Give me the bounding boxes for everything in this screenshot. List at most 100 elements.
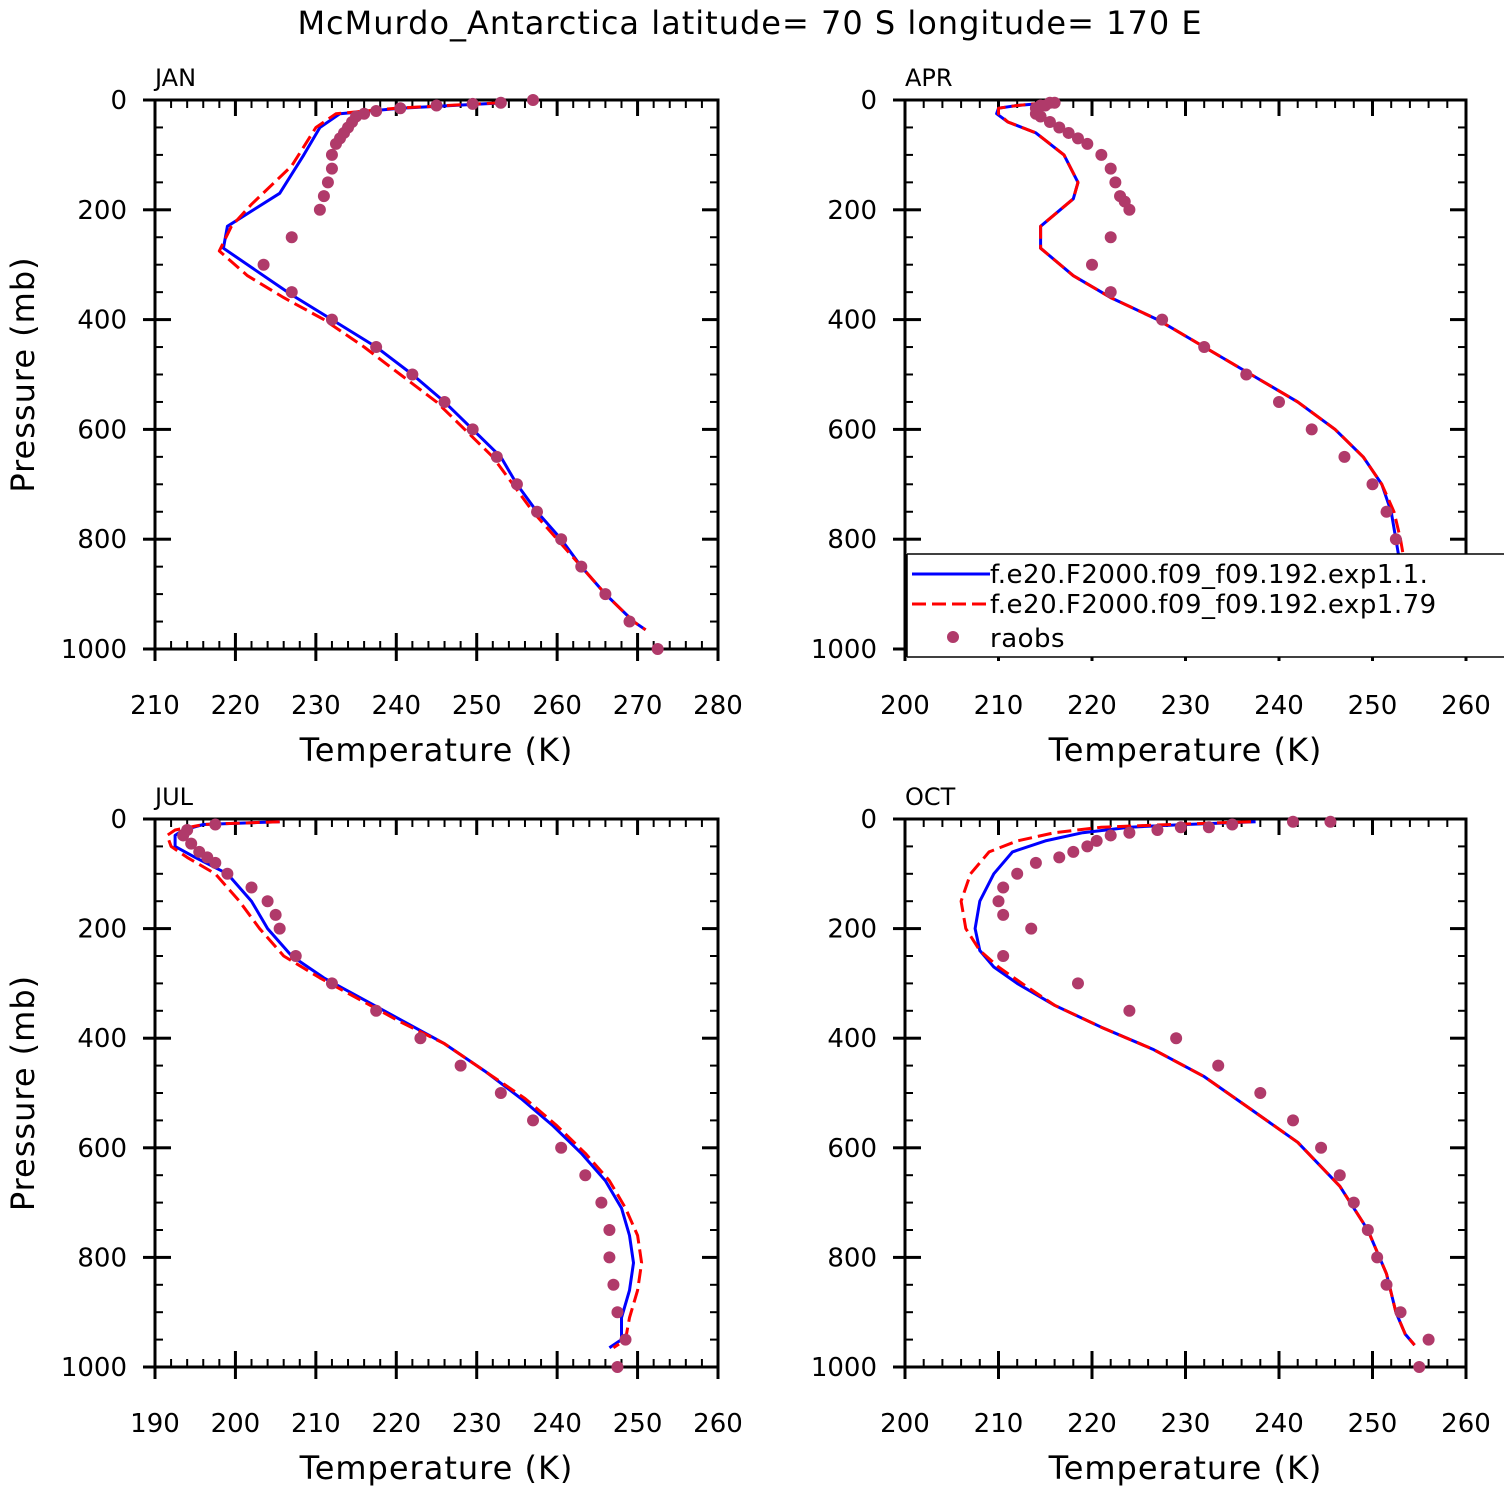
data-point — [1090, 834, 1103, 847]
x-axis-label: Temperature (K) — [299, 1449, 574, 1487]
y-tick-label: 0 — [860, 86, 877, 116]
data-point — [623, 615, 636, 628]
panel-label: JUL — [153, 783, 194, 811]
data-point — [1104, 231, 1117, 244]
y-axis-label: Pressure (mb) — [4, 975, 42, 1211]
y-tick-label: 200 — [827, 196, 877, 226]
data-point — [1422, 1333, 1435, 1346]
y-tick-label: 1000 — [61, 635, 127, 665]
series-line — [997, 101, 1426, 628]
data-point — [595, 1196, 608, 1209]
y-tick-label: 400 — [827, 306, 877, 336]
data-point — [1333, 1169, 1346, 1182]
data-point — [1104, 286, 1117, 299]
series-line — [995, 101, 1426, 628]
x-tick-label: 250 — [1348, 691, 1398, 721]
data-point — [257, 258, 270, 271]
data-point — [370, 104, 383, 117]
legend-label: f.e20.F2000.f09_f09.192.exp1.1. — [990, 560, 1428, 590]
data-point — [603, 1251, 616, 1264]
data-point — [1287, 815, 1300, 828]
data-point — [1071, 132, 1084, 145]
data-point — [317, 190, 330, 203]
legend-label: f.e20.F2000.f09_f09.192.exp1.79 — [990, 590, 1437, 620]
panel-label: OCT — [905, 783, 956, 811]
y-tick-label: 600 — [77, 415, 127, 445]
data-point — [1086, 258, 1098, 271]
data-point — [1043, 115, 1056, 128]
x-tick-label: 210 — [291, 1409, 341, 1439]
data-point — [325, 977, 338, 990]
data-point — [285, 286, 298, 299]
data-point — [1338, 450, 1351, 463]
y-tick-label: 0 — [860, 805, 877, 835]
y-tick-label: 600 — [827, 415, 877, 445]
data-point — [466, 423, 479, 436]
x-tick-label: 260 — [693, 1409, 743, 1439]
data-point — [1394, 1306, 1407, 1319]
series-line — [221, 101, 647, 632]
data-point — [527, 1114, 540, 1127]
series-line — [973, 820, 1416, 1347]
data-point — [1095, 148, 1108, 161]
data-point — [438, 395, 451, 408]
data-point — [1067, 845, 1080, 858]
data-point — [1170, 1032, 1183, 1045]
panel-jul: 190 200 210 220 230 240 250 260 0 200 400 600 800 100… — [4, 783, 743, 1487]
data-point — [1287, 1114, 1300, 1127]
data-point — [313, 203, 326, 216]
x-tick-label: 260 — [1441, 1409, 1491, 1439]
legend: f.e20.F2000.f09_f09.192.exp1.1.f.e20.F20… — [906, 553, 1504, 658]
data-point — [370, 1004, 383, 1017]
plot-frame — [153, 817, 720, 1369]
data-point — [494, 96, 507, 109]
y-tick-label: 1000 — [61, 1353, 127, 1383]
legend-background — [907, 554, 1504, 657]
data-point — [321, 176, 334, 189]
x-tick-label: 200 — [211, 1409, 261, 1439]
data-point — [1025, 922, 1038, 935]
data-point — [490, 450, 503, 463]
data-point — [1109, 176, 1122, 189]
data-point — [1212, 1059, 1225, 1072]
x-tick-label: 220 — [371, 1409, 421, 1439]
series-1 — [959, 820, 1416, 1347]
x-tick-label: 230 — [452, 1409, 502, 1439]
data-point — [1123, 826, 1136, 839]
data-point — [1011, 867, 1024, 880]
data-point — [430, 99, 443, 112]
plot-frame — [153, 98, 720, 651]
data-point — [454, 1059, 467, 1072]
data-point — [1198, 341, 1211, 354]
x-tick-label: 220 — [1067, 691, 1117, 721]
data-point — [1324, 815, 1337, 828]
x-tick-label: 210 — [130, 691, 180, 721]
data-point — [1151, 823, 1164, 836]
data-point — [325, 313, 338, 326]
data-point — [1071, 977, 1084, 990]
data-point — [1347, 1196, 1360, 1209]
data-point — [579, 1169, 592, 1182]
y-tick-label: 0 — [110, 805, 127, 835]
data-point — [1156, 313, 1169, 326]
panel-label: JAN — [153, 64, 196, 92]
data-point — [1062, 126, 1075, 139]
y-tick-label: 400 — [827, 1024, 877, 1054]
data-point — [221, 867, 234, 880]
data-point — [1413, 1361, 1426, 1373]
y-tick-label: 600 — [77, 1134, 127, 1164]
data-point — [414, 1032, 427, 1045]
x-tick-label: 280 — [693, 691, 743, 721]
data-point — [1174, 821, 1187, 834]
data-point — [1273, 395, 1285, 408]
y-tick-label: 600 — [827, 1134, 877, 1164]
data-point — [269, 908, 282, 921]
series-2 — [992, 815, 1435, 1373]
data-point — [1123, 1004, 1136, 1017]
y-tick-label: 800 — [827, 525, 877, 555]
series-2 — [177, 818, 632, 1373]
data-point — [607, 1278, 620, 1291]
data-point — [1254, 1087, 1267, 1099]
x-axis-label: Temperature (K) — [299, 731, 574, 769]
y-tick-label: 200 — [77, 915, 127, 945]
